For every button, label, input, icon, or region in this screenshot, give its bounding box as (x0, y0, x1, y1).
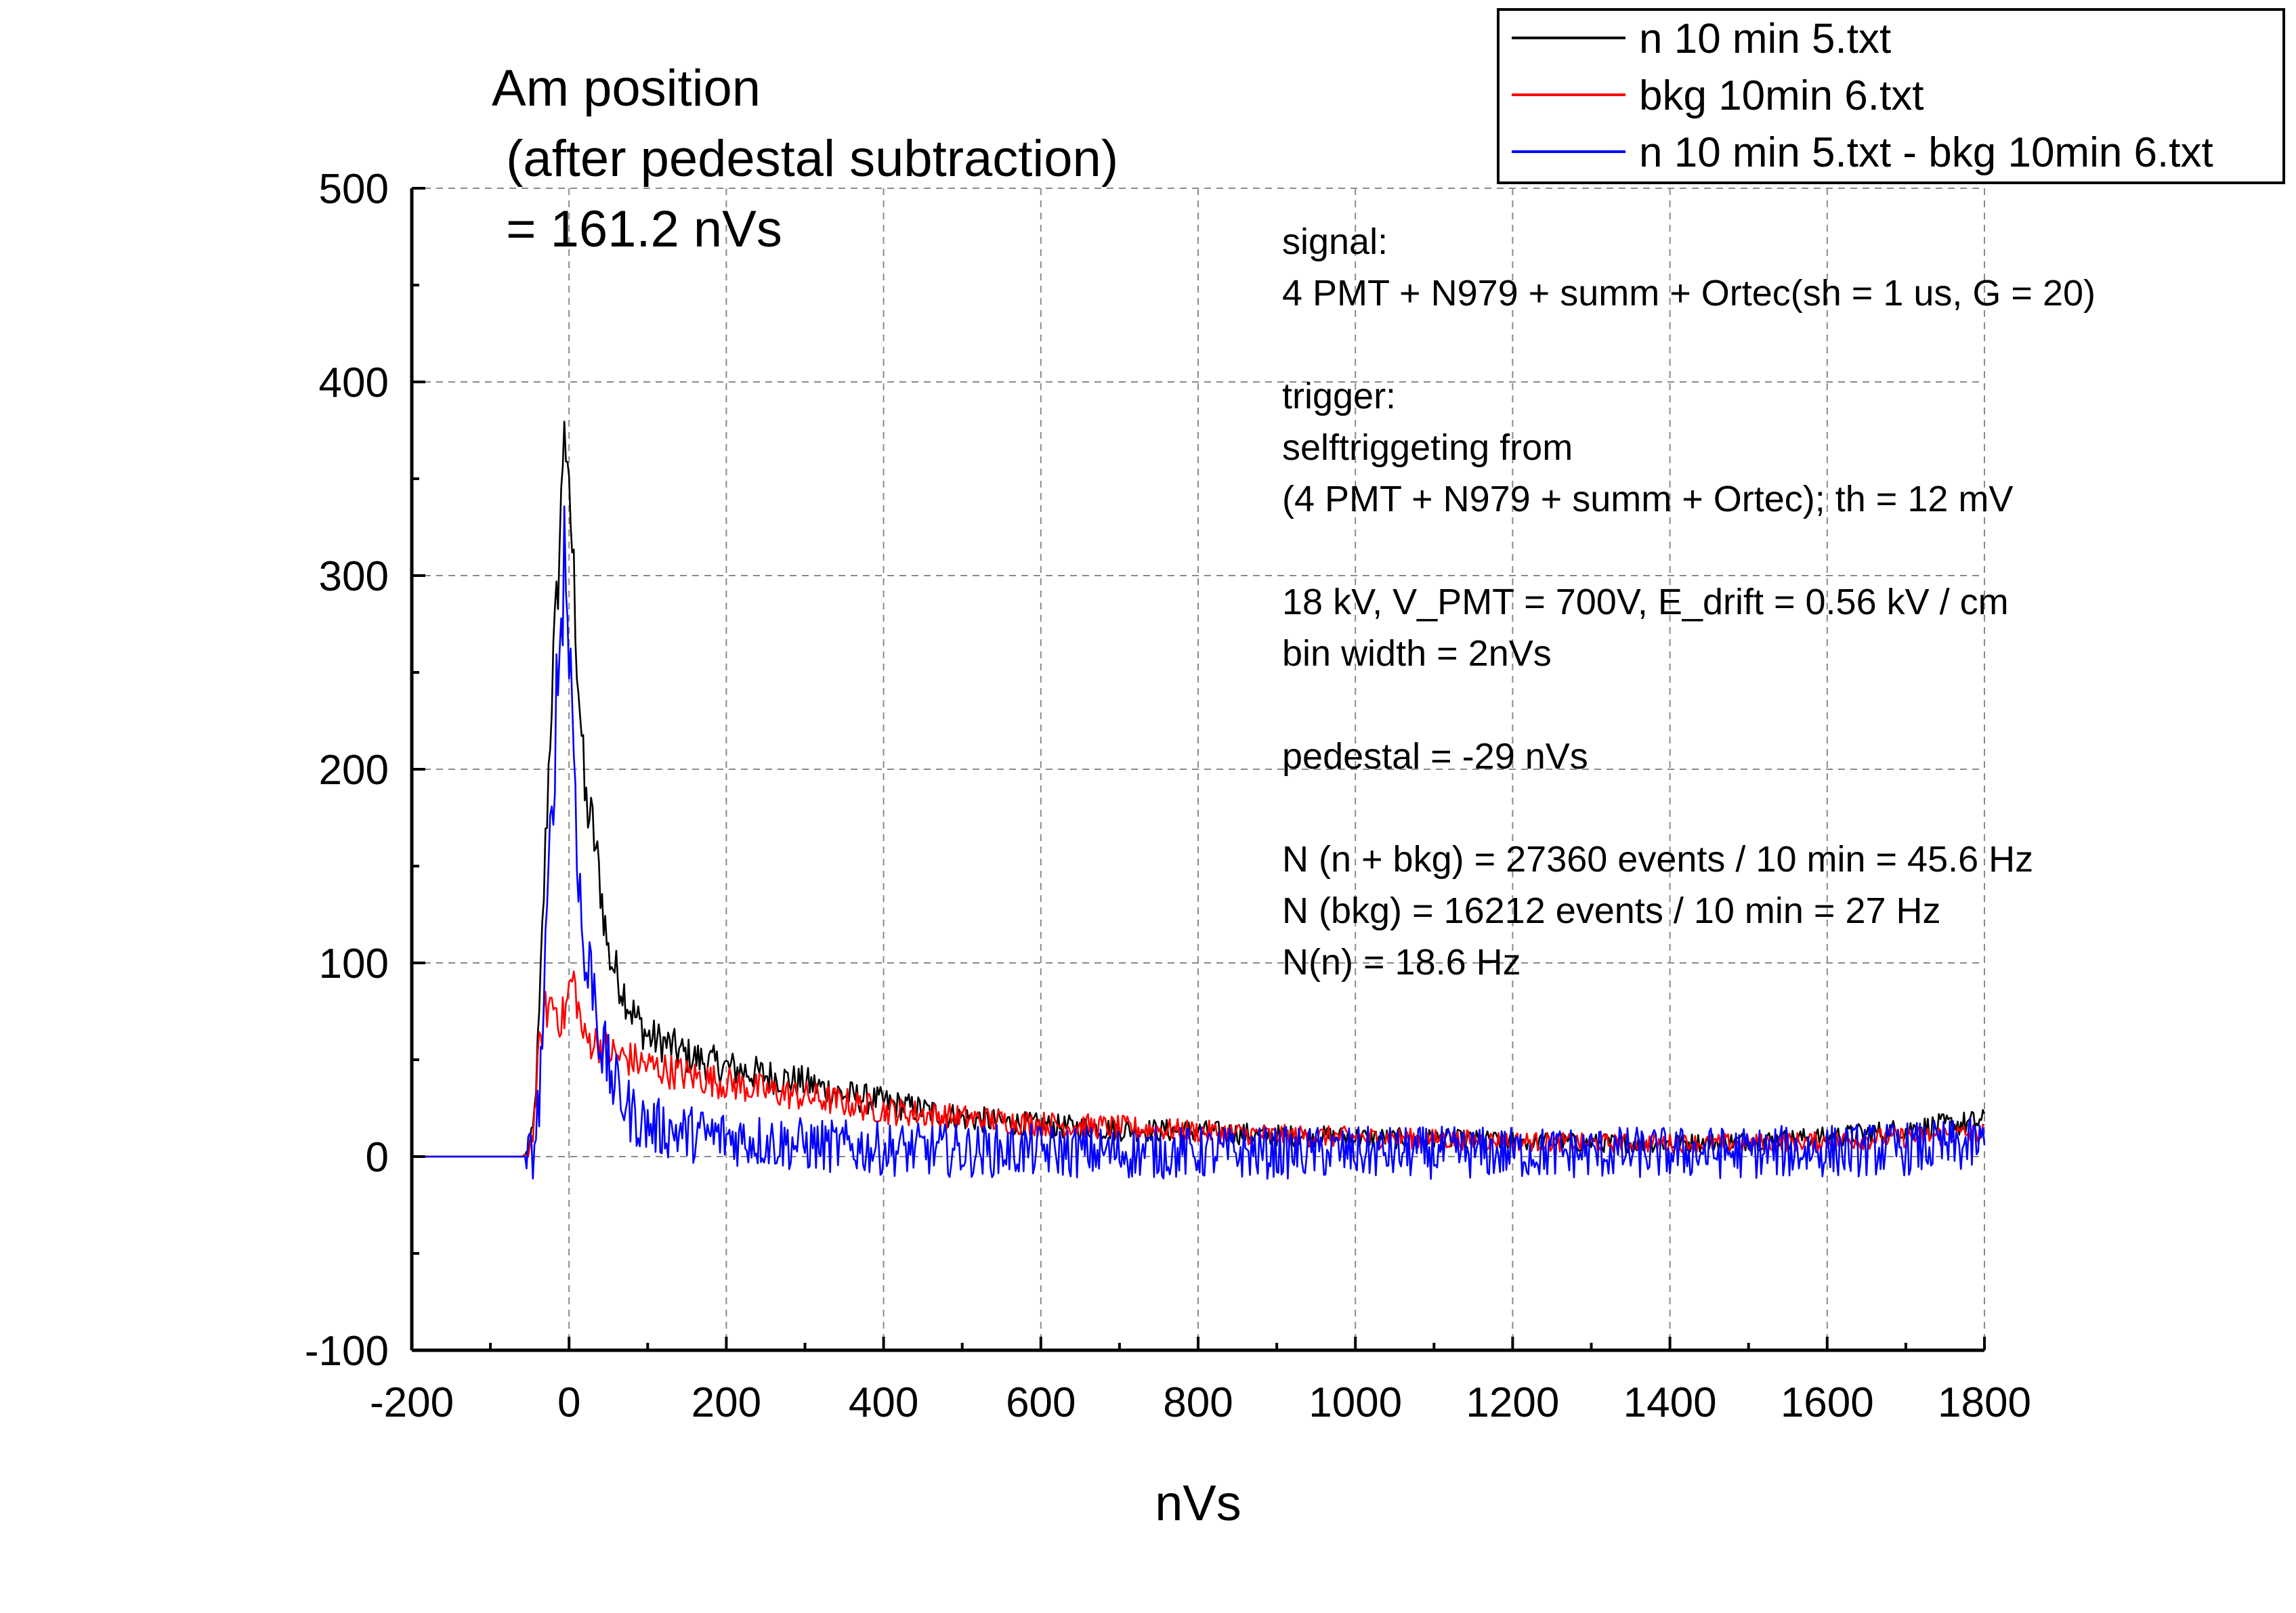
series-layer (412, 421, 1986, 1180)
y-ticks: -100 0 100 200 300 400 500 (305, 166, 425, 1375)
info-line: (4 PMT + N979 + summ + Ortec); th = 12 m… (1282, 479, 2013, 519)
info-line: signal: (1282, 221, 1388, 262)
x-tick-label: 800 (1163, 1379, 1233, 1426)
x-tick-label: 1600 (1781, 1379, 1874, 1426)
x-ticks: -200 0 200 400 600 800 1000 1200 1400 1600 1800 (370, 1337, 2031, 1426)
x-tick-label: 600 (1006, 1379, 1076, 1426)
chart-title: Am position (after pedestal subtraction)… (492, 60, 1118, 258)
x-axis-title: nVs (1155, 1475, 1241, 1531)
x-tick-label: 1000 (1309, 1379, 1402, 1426)
legend-label-1: n 10 min 5.txt (1639, 16, 1891, 62)
y-tick-label: -100 (305, 1328, 389, 1375)
x-tick-label: 1200 (1466, 1379, 1559, 1426)
y-tick-label: 500 (319, 166, 389, 213)
y-tick-label: 100 (319, 941, 389, 987)
info-line: bin width = 2nVs (1282, 633, 1552, 674)
info-annotation: signal: 4 PMT + N979 + summ + Ortec(sh = … (1282, 221, 2096, 983)
x-tick-label: 1400 (1623, 1379, 1717, 1426)
y-tick-label: 0 (366, 1134, 389, 1181)
title-line-1: Am position (492, 60, 761, 117)
series-line-3 (412, 505, 1986, 1180)
info-line: selftriggeting from (1282, 427, 1573, 468)
legend: n 10 min 5.txt bkg 10min 6.txt n 10 min … (1497, 8, 2285, 184)
info-line: N (bkg) = 16212 events / 10 min = 27 Hz (1282, 890, 1941, 931)
legend-label-3: n 10 min 5.txt - bkg 10min 6.txt (1639, 129, 2213, 176)
x-tick-label: -200 (370, 1379, 454, 1426)
info-line: 18 kV, V_PMT = 700V, E_drift = 0.56 kV /… (1282, 582, 2009, 622)
legend-box (1497, 8, 2285, 184)
info-line: trigger: (1282, 376, 1396, 416)
grid-lines (412, 188, 1985, 1350)
legend-label-2: bkg 10min 6.txt (1639, 72, 1923, 119)
info-line: N(n) = 18.6 Hz (1282, 942, 1521, 983)
y-tick-label: 200 (319, 747, 389, 794)
info-line: N (n + bkg) = 27360 events / 10 min = 45… (1282, 839, 2033, 880)
y-tick-label: 300 (319, 553, 389, 600)
info-line: pedestal = -29 nVs (1282, 736, 1588, 777)
x-tick-label: 200 (692, 1379, 761, 1426)
x-tick-label: 0 (557, 1379, 580, 1426)
x-tick-label: 1800 (1938, 1379, 2031, 1426)
y-tick-label: 400 (319, 360, 389, 406)
x-tick-label: 400 (849, 1379, 918, 1426)
title-line-3: = 161.2 nVs (492, 200, 782, 258)
info-line: 4 PMT + N979 + summ + Ortec(sh = 1 us, G… (1282, 273, 2096, 314)
title-line-2: (after pedestal subtraction) (492, 130, 1118, 188)
